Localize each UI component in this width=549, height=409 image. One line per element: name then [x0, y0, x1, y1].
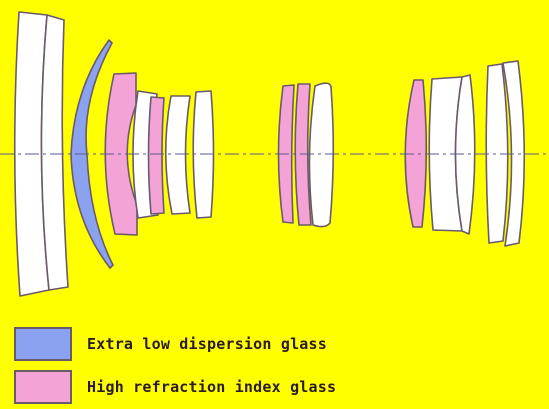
- lens-elements-group: [13, 11, 526, 297]
- lens-element-2: [40, 14, 69, 291]
- ed-glass-label: Extra low dispersion glass: [87, 335, 327, 353]
- high-index-glass-label: High refraction index glass: [87, 378, 337, 396]
- legend-item-high-index-glass: High refraction index glass: [14, 370, 336, 404]
- high-index-glass-swatch: [14, 370, 72, 404]
- lens-element-14: [454, 74, 476, 235]
- legend-item-ed-glass: Extra low dispersion glass: [14, 327, 327, 361]
- lens-element-7: [164, 95, 191, 215]
- lens-element-11: [308, 82, 335, 228]
- lens-element-15: [485, 63, 509, 244]
- lens-element-6: [147, 96, 165, 215]
- ed-glass-swatch: [14, 327, 72, 361]
- lens-element-3: [70, 39, 114, 269]
- lens-element-12: [404, 79, 428, 228]
- lens-element-4: [104, 72, 138, 236]
